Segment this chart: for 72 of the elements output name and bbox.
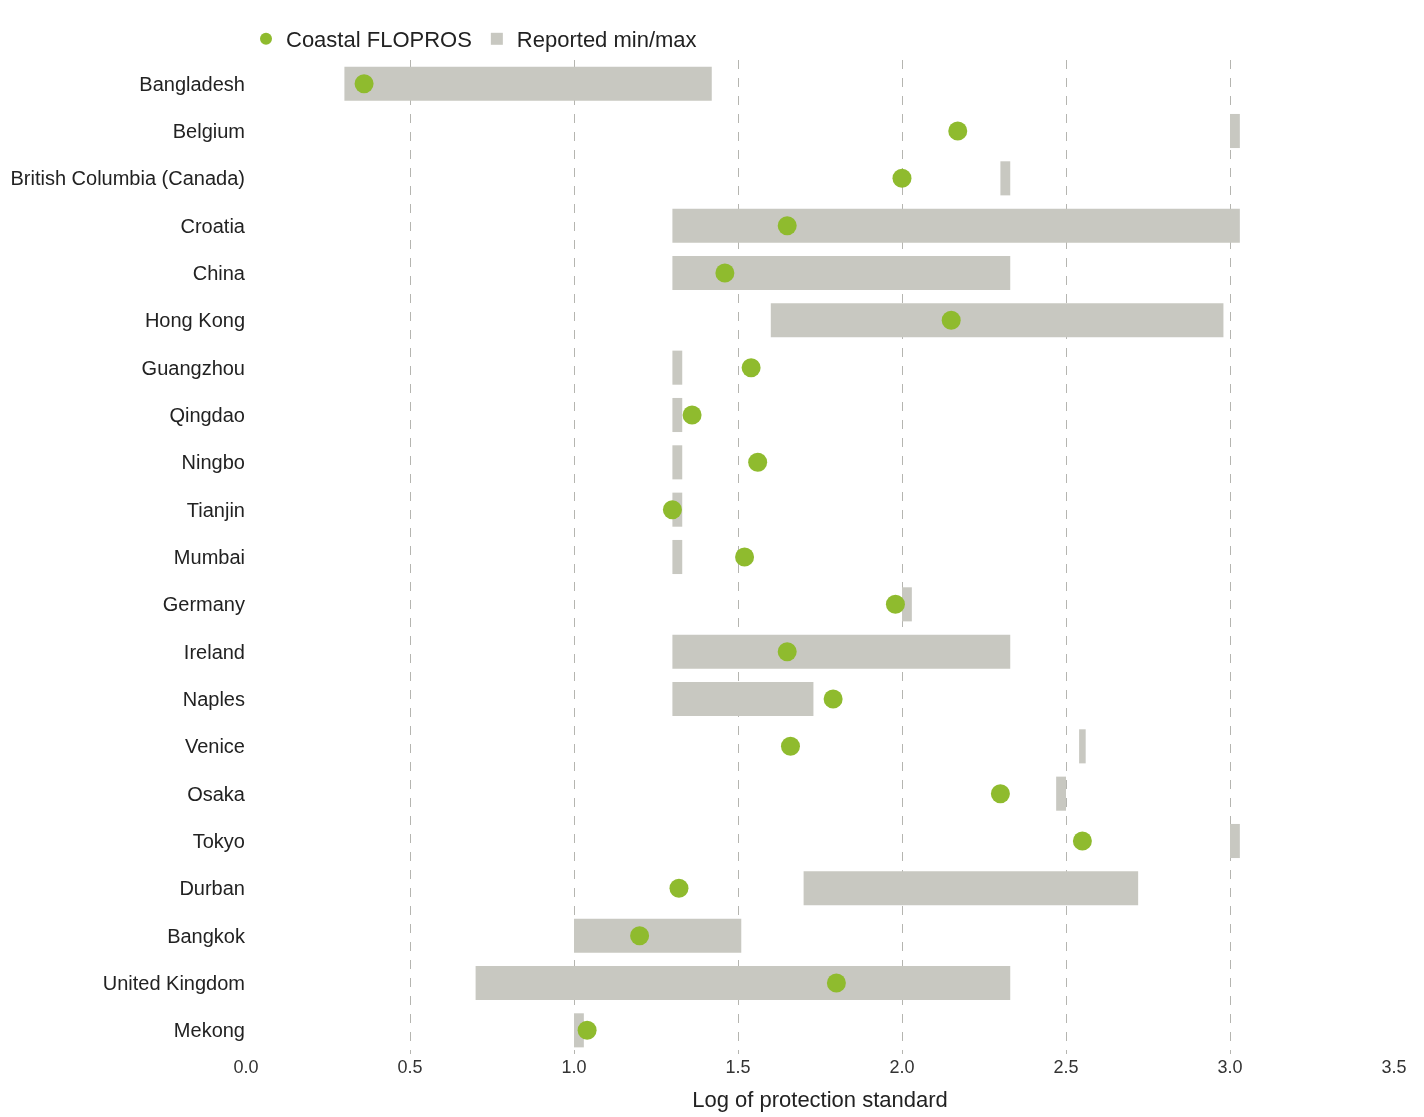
y-tick-label: Venice <box>184 735 245 758</box>
point <box>1072 831 1092 851</box>
point <box>735 547 755 567</box>
point <box>354 74 374 94</box>
x-tick-label: 1.5 <box>725 1057 751 1077</box>
y-tick-label: Naples <box>182 688 245 710</box>
y-tick-label: Bangkok <box>167 924 246 947</box>
point <box>577 1020 597 1040</box>
bar <box>1056 776 1066 811</box>
bar <box>803 871 1139 906</box>
y-tick-label: Ireland <box>183 640 245 663</box>
point <box>741 358 761 378</box>
y-tick-label: Ningbo <box>181 451 245 474</box>
bar <box>475 965 1011 1001</box>
bar <box>1079 729 1086 764</box>
bar <box>1230 823 1240 859</box>
bar <box>344 66 712 101</box>
y-tick-label: Tianjin <box>186 498 245 521</box>
legend-label: Coastal FLOPROS <box>286 27 472 53</box>
point <box>748 452 768 472</box>
point <box>941 310 961 330</box>
y-tick-label: United Kingdom <box>102 972 245 994</box>
bar <box>672 397 683 433</box>
point <box>892 168 912 188</box>
x-tick-label: 0.5 <box>397 1057 423 1077</box>
point <box>662 500 682 520</box>
bar <box>1000 161 1011 196</box>
y-tick-label: British Columbia (Canada) <box>10 167 245 190</box>
y-tick-label: Mekong <box>173 1019 245 1042</box>
x-axis-title: Log of protection standard <box>692 1086 948 1112</box>
bar <box>672 208 1240 243</box>
bar <box>672 539 683 575</box>
point <box>682 405 702 425</box>
legend-label: Reported min/max <box>516 27 697 53</box>
point <box>777 642 797 662</box>
point <box>715 263 735 283</box>
x-tick-label: 2.0 <box>889 1057 915 1077</box>
x-tick-label: 1.0 <box>561 1057 587 1077</box>
bar <box>672 634 1011 669</box>
bar <box>672 445 683 480</box>
bar <box>672 681 814 717</box>
y-tick-label: Bangladesh <box>139 72 245 95</box>
x-tick-label: 3.0 <box>1217 1057 1243 1077</box>
bar <box>574 918 742 953</box>
bar <box>672 255 1011 291</box>
y-tick-label: Qingdao <box>169 404 245 426</box>
y-tick-label: China <box>192 262 246 284</box>
y-tick-label: Durban <box>179 877 245 900</box>
x-tick-label: 3.5 <box>1381 1057 1407 1077</box>
point <box>777 216 797 236</box>
y-tick-label: Croatia <box>180 214 246 237</box>
y-tick-label: Mumbai <box>173 546 245 568</box>
x-tick-label: 0.0 <box>233 1057 259 1077</box>
point <box>990 784 1010 804</box>
x-tick-label: 2.5 <box>1053 1057 1079 1077</box>
bar <box>770 303 1224 338</box>
point <box>885 594 905 614</box>
point <box>669 878 689 898</box>
y-tick-label: Germany <box>162 593 245 616</box>
point <box>780 736 800 756</box>
y-tick-label: Belgium <box>172 120 245 142</box>
point <box>630 926 650 946</box>
point <box>823 689 843 709</box>
point <box>826 973 846 993</box>
y-tick-label: Guangzhou <box>141 356 245 379</box>
bar <box>1230 113 1240 149</box>
bar <box>902 587 912 622</box>
point <box>948 121 968 141</box>
y-tick-label: Osaka <box>187 782 246 805</box>
y-tick-label: Tokyo <box>192 830 245 852</box>
y-tick-label: Hong Kong <box>144 309 245 332</box>
bar <box>672 350 683 385</box>
